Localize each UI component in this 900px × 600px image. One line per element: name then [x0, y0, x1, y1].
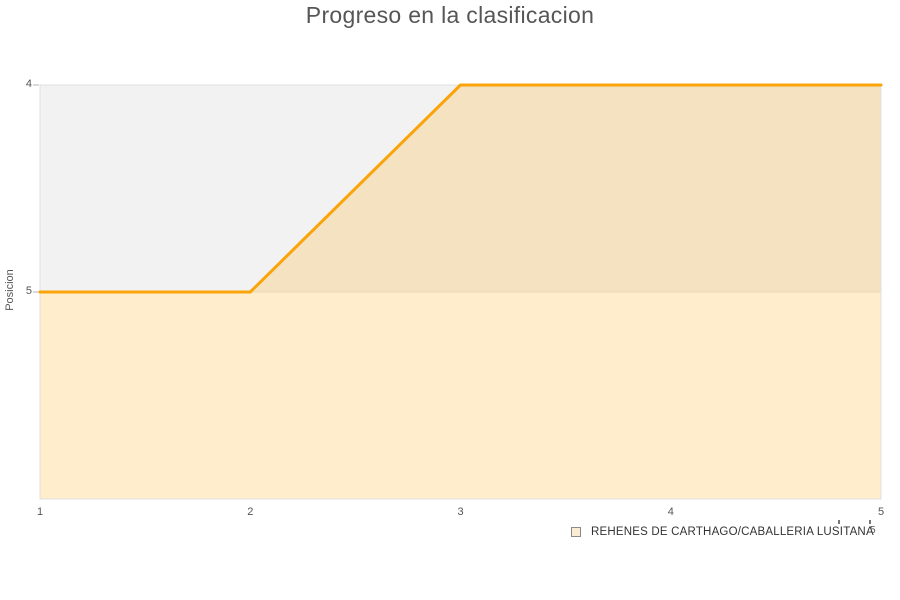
chart-title: Progreso en la clasificacion: [305, 2, 595, 28]
mini-axis-label: 5: [870, 525, 876, 536]
x-tick-label: 2: [247, 506, 254, 518]
x-tick-label: 3: [457, 506, 464, 518]
alternate-grid-band: [40, 85, 881, 292]
x-tick-label: 1: [36, 506, 44, 518]
legend-series-label: REHENES DE CARTHAGO/CABALLERIA LUSITANA: [591, 525, 874, 538]
tiny-tick-mark: [838, 520, 840, 524]
series-line[interactable]: [38, 83, 883, 294]
tiny-tick-mark: [869, 520, 871, 524]
x-tick-label: 5: [877, 506, 885, 518]
legend-item[interactable]: REHENES DE CARTHAGO/CABALLERIA LUSITANA: [571, 524, 874, 539]
x-tick-label: 4: [667, 506, 674, 518]
legend-series-marker-icon: [571, 526, 581, 537]
series-area-fill: [40, 85, 881, 499]
y-tick-label: 5: [25, 285, 32, 297]
y-tick-label: 4: [25, 78, 32, 90]
